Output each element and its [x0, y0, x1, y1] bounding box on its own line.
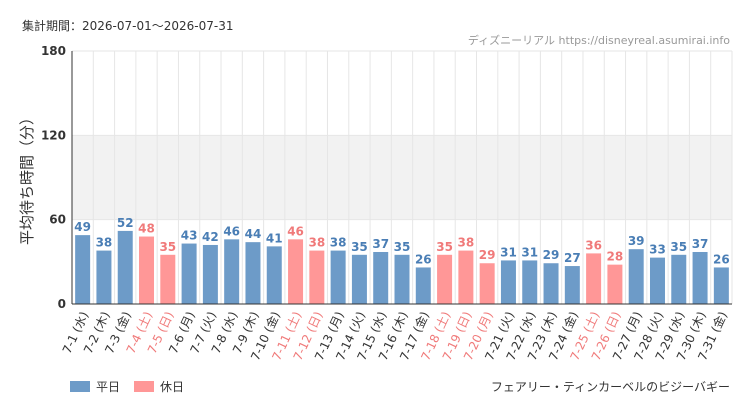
data-label: 46	[287, 224, 304, 238]
y-tick-label: 0	[58, 297, 66, 311]
data-label: 46	[223, 224, 240, 238]
data-label: 43	[181, 229, 198, 243]
data-label: 37	[692, 237, 709, 251]
bar[interactable]	[628, 249, 644, 304]
bar[interactable]	[649, 257, 665, 304]
data-label: 44	[245, 227, 262, 241]
data-label: 37	[372, 237, 389, 251]
data-label: 35	[394, 240, 411, 254]
data-label: 33	[649, 243, 666, 257]
bar[interactable]	[713, 267, 729, 304]
data-label: 36	[585, 238, 602, 252]
bar[interactable]	[202, 244, 218, 304]
y-tick-label: 120	[41, 128, 66, 142]
data-label: 48	[138, 222, 155, 236]
bar[interactable]	[288, 239, 304, 304]
bar[interactable]	[564, 266, 580, 304]
bar[interactable]	[415, 267, 431, 304]
bar[interactable]	[139, 236, 155, 304]
bar[interactable]	[373, 251, 389, 304]
legend-weekday-label: 平日	[96, 380, 121, 394]
data-label: 41	[266, 231, 283, 245]
bar[interactable]	[266, 246, 282, 304]
value-labels: 49 38 52 48 35 43 42 46 44 41 46 38 38 35 37 35 26 35 38 29…	[74, 216, 729, 267]
bar[interactable]	[224, 239, 240, 304]
data-label: 42	[202, 230, 219, 244]
y-tick-label: 60	[49, 213, 66, 227]
bar[interactable]	[351, 254, 367, 304]
bar[interactable]	[543, 263, 559, 304]
legend-item-holiday[interactable]: 休日	[134, 378, 184, 395]
attraction-name: フェアリー・ティンカーベルのビジーバギー	[490, 380, 730, 394]
x-axis-ticks: 7-1 (水)7-2 (木)7-3 (金)7-4 (土)7-5 (日)7-6 (…	[60, 309, 730, 363]
bar[interactable]	[522, 260, 538, 304]
data-label: 26	[415, 252, 432, 266]
grid-lines	[72, 50, 733, 304]
bar[interactable]	[479, 263, 495, 304]
data-label: 38	[96, 236, 113, 250]
data-label: 31	[500, 245, 517, 259]
data-label: 27	[564, 251, 581, 265]
bar[interactable]	[692, 251, 708, 304]
data-label: 35	[159, 240, 176, 254]
y-tick-label: 180	[41, 44, 66, 58]
data-label: 52	[117, 216, 134, 230]
data-label: 39	[628, 234, 645, 248]
data-label: 35	[436, 240, 453, 254]
bar[interactable]	[181, 243, 197, 304]
legend-holiday-label: 休日	[160, 380, 185, 394]
legend-item-weekday[interactable]: 平日	[70, 378, 120, 395]
bars	[75, 230, 729, 304]
data-label: 26	[713, 252, 730, 266]
source-link[interactable]: ディズニーリアル https://disneyreal.asumirai.inf…	[467, 34, 730, 47]
data-label: 29	[543, 248, 560, 262]
data-label: 35	[351, 240, 368, 254]
bar[interactable]	[96, 250, 112, 304]
bar[interactable]	[458, 250, 474, 304]
data-label: 29	[479, 248, 496, 262]
data-label: 38	[330, 236, 347, 250]
bar[interactable]	[671, 254, 687, 304]
bar[interactable]	[500, 260, 516, 304]
data-label: 38	[458, 236, 475, 250]
bar[interactable]	[75, 235, 91, 304]
weekday-swatch	[70, 381, 90, 392]
data-label: 49	[74, 220, 91, 234]
data-label: 38	[308, 236, 325, 250]
data-label: 35	[670, 240, 687, 254]
bar[interactable]	[245, 242, 261, 304]
holiday-swatch	[134, 381, 155, 392]
shaded-band	[72, 135, 732, 220]
bar[interactable]	[117, 230, 133, 304]
bar[interactable]	[437, 254, 453, 304]
bar[interactable]	[586, 253, 602, 304]
bar[interactable]	[607, 264, 623, 304]
data-label: 28	[607, 250, 624, 264]
bar[interactable]	[330, 250, 346, 304]
legend: 平日 休日	[70, 378, 198, 395]
y-axis-label: 平均待ち時間（分）	[18, 110, 36, 245]
data-label: 31	[521, 245, 538, 259]
bar[interactable]	[394, 254, 410, 304]
bar[interactable]	[160, 254, 176, 304]
period-label: 集計期間：2026-07-01～2026-07-31	[22, 19, 234, 33]
y-axis-ticks: 0 60 120 180	[41, 44, 66, 311]
bar[interactable]	[309, 250, 325, 304]
